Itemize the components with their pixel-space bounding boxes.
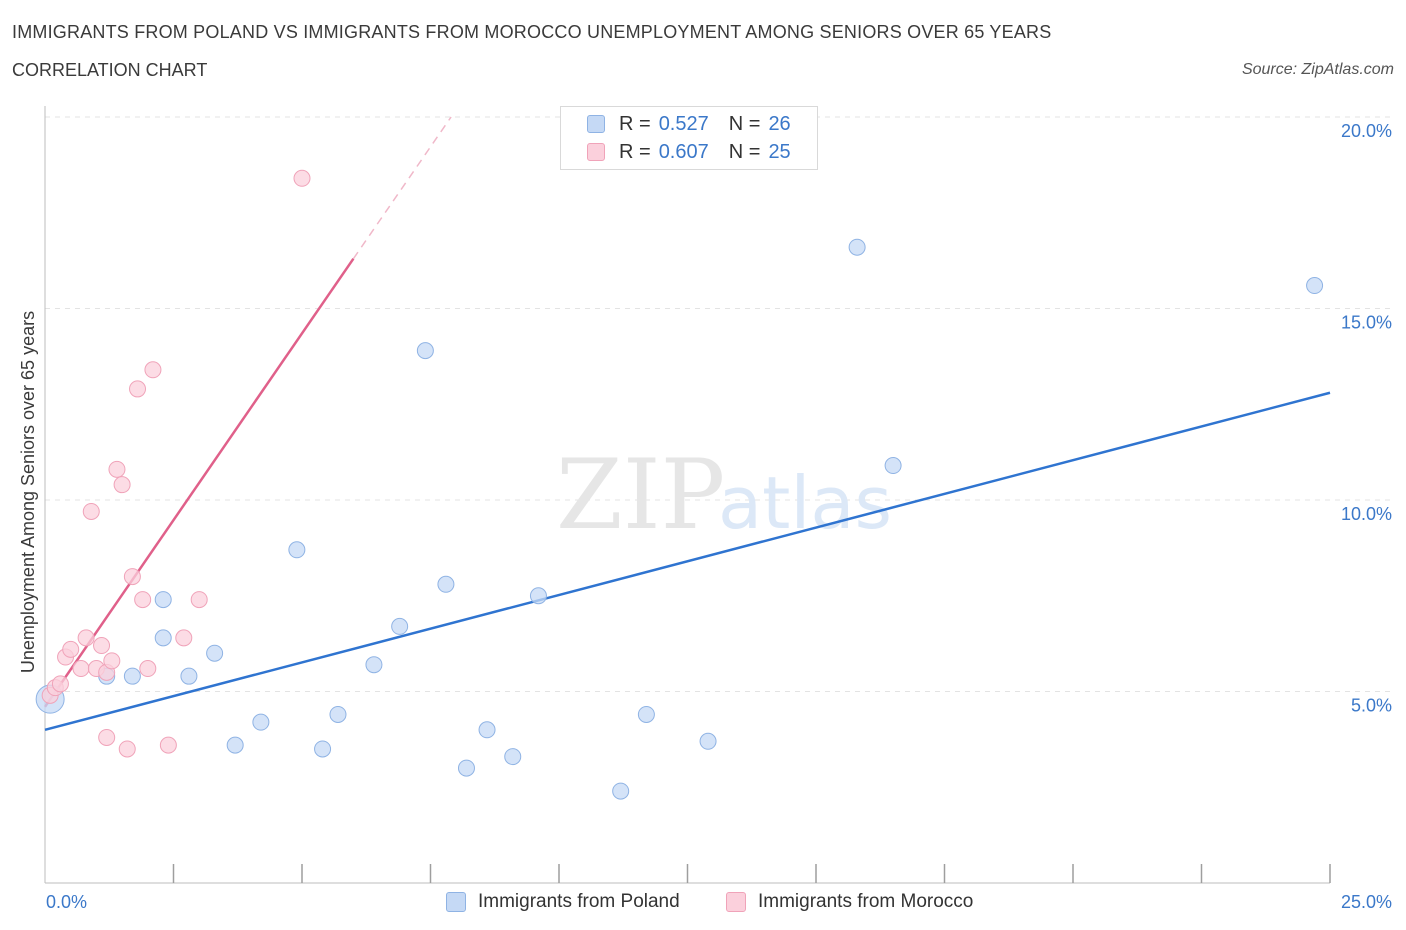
morocco-trend-extension xyxy=(352,116,452,260)
y-tick-label: 20.0% xyxy=(1341,121,1392,141)
legend-item-poland[interactable]: Immigrants from Poland xyxy=(446,890,680,914)
morocco-point xyxy=(139,660,157,678)
legend-row-poland: R = 0.527 N = 26 xyxy=(587,112,791,136)
trend-layer xyxy=(43,116,1331,732)
y-tick-label: 15.0% xyxy=(1341,313,1392,333)
morocco-point xyxy=(190,591,208,609)
correlation-legend: R = 0.527 N = 26 R = 0.607 N = 25 xyxy=(560,106,818,170)
morocco-point xyxy=(134,591,152,609)
x-tick-label: 25.0% xyxy=(1341,892,1392,912)
poland-point xyxy=(314,740,332,758)
poland-r-label: R = xyxy=(619,112,651,135)
grid-layer xyxy=(45,116,1392,692)
poland-point xyxy=(329,705,347,723)
legend-poland-swatch xyxy=(446,892,466,912)
watermark: ZIP atlas xyxy=(556,439,892,551)
morocco-point xyxy=(62,640,80,658)
chart-subtitle: CORRELATION CHART xyxy=(12,60,208,80)
poland-trend-line xyxy=(44,391,1331,732)
morocco-n-value: 25 xyxy=(768,140,791,163)
morocco-point xyxy=(293,169,311,187)
morocco-point xyxy=(108,460,126,478)
poland-point xyxy=(123,667,141,685)
morocco-point xyxy=(123,568,141,586)
points-layer xyxy=(35,169,1324,800)
legend-row-morocco: R = 0.607 N = 25 xyxy=(587,140,791,164)
poland-point xyxy=(391,617,409,635)
poland-swatch xyxy=(587,115,605,133)
source-credit: Source: ZipAtlas.com xyxy=(1241,61,1394,78)
poland-point xyxy=(457,759,475,777)
watermark-atlas: atlas xyxy=(718,461,892,545)
legend-morocco-label: Immigrants from Morocco xyxy=(758,891,974,912)
poland-point xyxy=(504,748,522,766)
poland-point xyxy=(884,457,902,475)
poland-point xyxy=(365,656,383,674)
chart-title: IMMIGRANTS FROM POLAND VS IMMIGRANTS FRO… xyxy=(12,22,1052,42)
morocco-point xyxy=(144,361,162,379)
poland-point xyxy=(180,667,198,685)
morocco-point xyxy=(118,740,136,758)
poland-point xyxy=(637,705,655,723)
y-tick-label: 10.0% xyxy=(1341,504,1392,524)
poland-point xyxy=(1306,277,1324,295)
morocco-point xyxy=(103,652,121,670)
morocco-point xyxy=(93,637,111,655)
watermark-zip: ZIP xyxy=(556,439,725,551)
morocco-swatch xyxy=(587,143,605,161)
morocco-point xyxy=(82,502,100,520)
poland-point xyxy=(478,721,496,739)
poland-point xyxy=(612,782,630,800)
y-axis-label: Unemployment Among Seniors over 65 years xyxy=(18,311,38,673)
poland-point xyxy=(699,732,717,750)
poland-n-value: 26 xyxy=(768,112,791,135)
poland-point xyxy=(154,629,172,647)
morocco-point xyxy=(72,660,90,678)
morocco-point xyxy=(77,629,95,647)
morocco-point xyxy=(159,736,177,754)
morocco-point xyxy=(129,380,147,398)
morocco-point xyxy=(98,728,116,746)
legend-poland-label: Immigrants from Poland xyxy=(478,891,680,912)
legend-morocco-swatch xyxy=(726,892,746,912)
poland-point xyxy=(252,713,270,731)
poland-point xyxy=(416,342,434,360)
y-tick-label: 5.0% xyxy=(1351,696,1392,716)
morocco-point xyxy=(113,476,131,494)
morocco-point xyxy=(51,675,69,693)
morocco-n-label: N = xyxy=(728,140,761,163)
poland-point xyxy=(226,736,244,754)
morocco-trend-line xyxy=(43,258,355,708)
morocco-r-value: 0.607 xyxy=(658,140,709,163)
poland-point xyxy=(848,238,866,256)
poland-point xyxy=(529,587,547,605)
poland-n-label: N = xyxy=(728,112,761,135)
tick-layer: 5.0% 10.0% 15.0% 20.0% 0.0% 25.0% xyxy=(46,121,1392,912)
poland-point xyxy=(206,644,224,662)
morocco-point xyxy=(175,629,193,647)
poland-point xyxy=(154,591,172,609)
poland-point xyxy=(437,575,455,593)
x-tick-label: 0.0% xyxy=(46,892,87,912)
morocco-r-label: R = xyxy=(619,140,651,163)
legend-item-morocco[interactable]: Immigrants from Morocco xyxy=(726,890,973,914)
poland-r-value: 0.527 xyxy=(658,112,709,135)
axes-layer xyxy=(44,106,1331,884)
poland-point xyxy=(288,541,306,559)
